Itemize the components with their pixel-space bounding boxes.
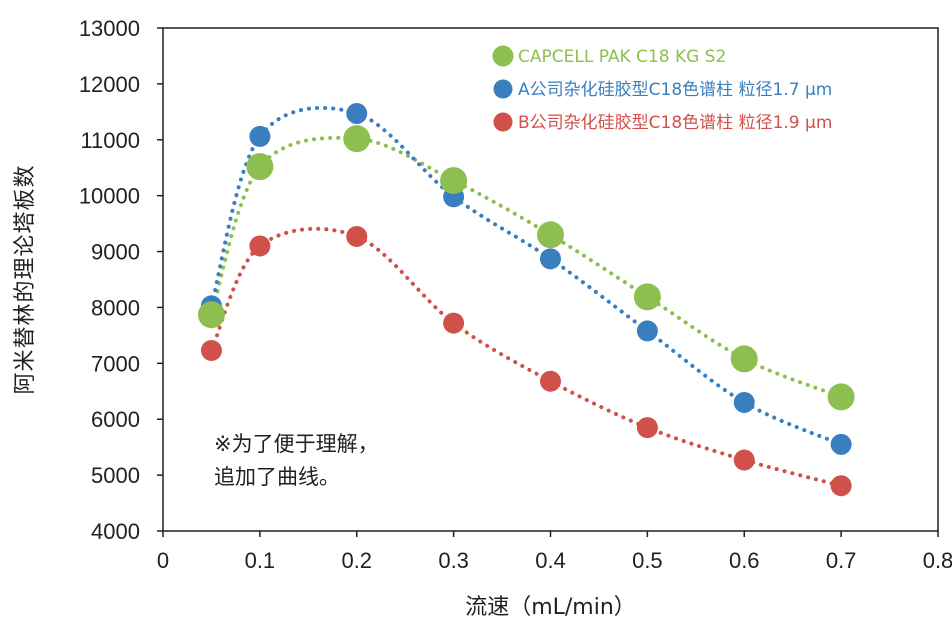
data-point-series-3 xyxy=(443,312,465,334)
data-point-series-3 xyxy=(830,475,852,497)
trend-curves xyxy=(209,105,844,488)
data-point-series-1 xyxy=(246,153,274,181)
x-tick-label: 0.8 xyxy=(923,548,952,573)
data-point-series-2 xyxy=(830,433,852,455)
y-tick-label: 10000 xyxy=(79,184,140,209)
data-point-series-3 xyxy=(636,417,658,439)
y-tick-label: 9000 xyxy=(91,240,140,265)
data-point-series-2 xyxy=(346,103,368,125)
data-point-series-3 xyxy=(733,449,755,471)
x-tick-label: 0.6 xyxy=(729,548,760,573)
annotation-line: 追加了曲线。 xyxy=(214,465,340,489)
x-tick-label: 0 xyxy=(157,548,169,573)
data-point-series-3 xyxy=(540,370,561,392)
data-point-series-1 xyxy=(633,283,661,311)
data-point-series-1 xyxy=(440,167,468,195)
y-tick-label: 12000 xyxy=(79,72,140,97)
y-tick-label: 7000 xyxy=(91,351,140,376)
data-point-series-2 xyxy=(636,320,658,342)
data-points xyxy=(197,103,855,497)
legend-label-series-1: CAPCELL PAK C18 KG S2 xyxy=(518,47,726,67)
x-tick-label: 0.5 xyxy=(632,548,663,573)
annotation-note: ※为了便于理解， 追加了曲线。 xyxy=(214,432,379,489)
x-axis-title: 流速（mL/min） xyxy=(465,595,636,620)
legend-marker-series-3 xyxy=(493,112,513,132)
trend-curve-series-1 xyxy=(209,135,844,399)
data-point-series-2 xyxy=(540,248,561,270)
legend-marker-series-2 xyxy=(493,79,513,99)
x-tick-label: 0.4 xyxy=(535,548,566,573)
legend-label-series-3: B公司杂化硅胶型C18色谱柱 粒径1.9 µm xyxy=(518,113,832,133)
y-tick-label: 4000 xyxy=(91,519,140,544)
y-tick-label: 8000 xyxy=(91,295,140,320)
y-tick-label: 5000 xyxy=(91,463,140,488)
legend-marker-series-1 xyxy=(492,45,514,67)
y-tick-label: 11000 xyxy=(80,128,140,153)
x-tick-label: 0.2 xyxy=(341,548,372,573)
data-point-series-1 xyxy=(197,301,225,329)
legend-label-series-2: A公司杂化硅胶型C18色谱柱 粒径1.7 µm xyxy=(518,80,832,100)
y-axis-ticks: 4000 5000 6000 7000 8000 9000 10000 11000 12000 1… xyxy=(79,16,163,544)
trend-curve-series-3 xyxy=(209,226,844,488)
data-point-series-3 xyxy=(346,225,368,247)
legend: CAPCELL PAK C18 KG S2 A公司杂化硅胶型C18色谱柱 粒径1.… xyxy=(492,45,832,133)
data-point-series-2 xyxy=(249,125,271,147)
data-point-series-3 xyxy=(249,235,271,257)
annotation-line: ※为了便于理解， xyxy=(214,432,379,456)
x-tick-label: 0.7 xyxy=(826,548,857,573)
data-point-series-2 xyxy=(733,391,755,413)
data-point-series-1 xyxy=(343,125,371,153)
x-tick-label: 0.3 xyxy=(438,548,469,573)
y-tick-label: 6000 xyxy=(91,407,140,432)
x-tick-label: 0.1 xyxy=(245,548,276,573)
data-point-series-1 xyxy=(730,345,758,373)
y-axis-title: 阿米替林的理论塔板数 xyxy=(13,164,38,394)
y-tick-label: 13000 xyxy=(79,16,140,41)
data-point-series-3 xyxy=(200,339,222,361)
data-point-series-1 xyxy=(827,383,855,411)
data-point-series-1 xyxy=(537,221,564,249)
x-axis-ticks: 0 0.1 0.2 0.3 0.4 0.5 0.6 0.7 0.8 xyxy=(157,531,952,573)
